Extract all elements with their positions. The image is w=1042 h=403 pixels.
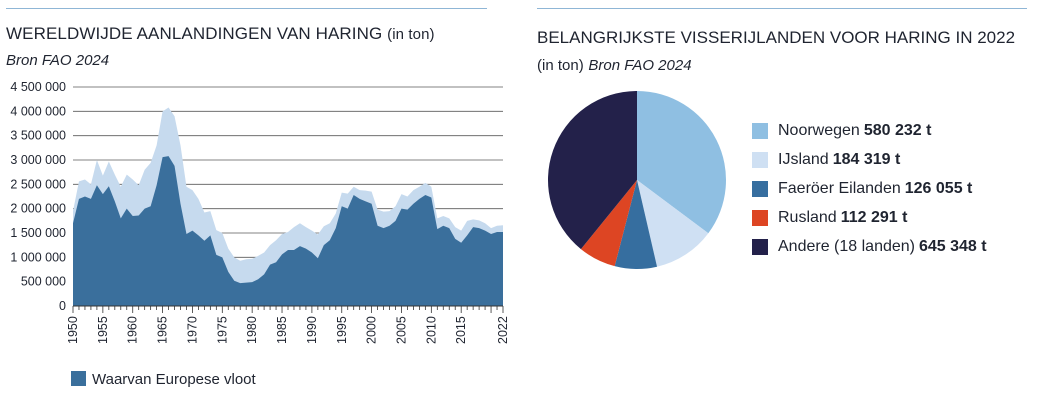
pie-legend-swatch (752, 209, 768, 226)
pie-legend-label: Faeröer Eilanden (778, 179, 901, 197)
y-tick-label: 2 500 000 (10, 177, 66, 191)
pie-legend-label: Noorwegen (778, 121, 860, 139)
pie-chart (547, 91, 727, 270)
legend-label-europe: Waarvan Europese vloot (92, 371, 256, 388)
pie-chart-title-unit: (in ton) (537, 57, 584, 74)
area-chart-title-text: WERELDWIJDE AANLANDINGEN VAN HARING (6, 24, 383, 43)
x-tick-label: 2005 (394, 316, 408, 344)
x-tick-label: 1985 (275, 316, 289, 344)
area-europe (73, 156, 503, 306)
area-chart-legend: Waarvan Europese vloot (71, 371, 256, 388)
area-chart-title-unit: (in ton) (387, 26, 435, 43)
pie-chart-slices (547, 91, 727, 270)
y-tick-label: 2 000 000 (10, 202, 66, 216)
pie-legend-value: 126 055 t (904, 179, 973, 197)
pie-legend-item: Andere (18 landen) 645 348 t (752, 232, 987, 261)
pie-chart-title: BELANGRIJKSTE VISSERIJLANDEN VOOR HARING… (537, 24, 1017, 79)
pie-legend-label: Rusland (778, 208, 837, 226)
pie-slice-noorwegen (637, 91, 727, 234)
pie-slice-rusland (580, 180, 637, 267)
pie-legend-value: 112 291 t (840, 208, 908, 226)
area-chart-title: WERELDWIJDE AANLANDINGEN VAN HARING (in … (6, 24, 435, 44)
pie-legend-swatch (752, 122, 768, 139)
area-chart-y-axis: 4 500 000 4 000 000 3 500 000 3 000 000 2 50… (10, 80, 66, 313)
pie-legend-value: 645 348 t (918, 237, 987, 255)
x-tick-label: 1965 (156, 316, 170, 344)
y-tick-label: 0 (59, 299, 66, 313)
x-tick-label: 1955 (96, 316, 110, 344)
pie-legend-label: Andere (18 landen) (778, 237, 915, 255)
pie-legend-value: 580 232 t (863, 121, 932, 139)
y-tick-label: 4 500 000 (10, 80, 66, 94)
area-chart-x-axis: 1950 1955 1960 1965 1970 1975 1980 1985 1990 1995… (66, 305, 510, 344)
pie-legend-swatch (752, 180, 768, 197)
y-tick-label: 1 500 000 (10, 226, 66, 240)
pie-legend-item: Rusland 112 291 t (752, 203, 987, 232)
x-tick-label: 2000 (365, 316, 379, 344)
pie-slice-faer-er-eilanden (614, 180, 658, 270)
y-tick-label: 500 000 (21, 275, 66, 289)
pie-legend-label: IJsland (778, 150, 829, 168)
pie-legend-value: 184 319 t (832, 150, 901, 168)
legend-swatch-europe (71, 371, 86, 386)
pie-slice-ijsland (637, 180, 709, 267)
area-chart-source: Bron FAO 2024 (6, 52, 110, 69)
top-rule-right (537, 8, 1027, 9)
top-rule-left (6, 8, 487, 9)
x-tick-label: 2015 (454, 316, 468, 344)
pie-chart-source: Bron FAO 2024 (588, 57, 692, 74)
pie-legend-item: Noorwegen 580 232 t (752, 116, 987, 145)
x-tick-label: 2010 (424, 316, 438, 344)
y-tick-label: 3 500 000 (10, 129, 66, 143)
pie-legend-swatch (752, 151, 768, 168)
x-tick-label: 1995 (335, 316, 349, 344)
x-tick-label: 2022 (496, 316, 510, 344)
x-tick-label: 1975 (215, 316, 229, 344)
area-chart: 4 500 000 4 000 000 3 500 000 3 000 000 2 50… (10, 80, 510, 344)
x-tick-label: 1950 (66, 316, 80, 344)
x-tick-label: 1980 (245, 316, 259, 344)
pie-chart-title-text: BELANGRIJKSTE VISSERIJLANDEN VOOR HARING… (537, 28, 1016, 47)
pie-legend-item: Faeröer Eilanden 126 055 t (752, 174, 987, 203)
pie-legend-swatch (752, 238, 768, 255)
pie-chart-legend: Noorwegen 580 232 t IJsland 184 319 t Fa… (752, 116, 987, 261)
x-tick-label: 1970 (185, 316, 199, 344)
pie-slice-andere-18-landen (547, 91, 637, 250)
pie-legend-item: IJsland 184 319 t (752, 145, 987, 174)
x-tick-label: 1960 (126, 316, 140, 344)
area-chart-series (73, 107, 503, 306)
y-tick-label: 4 000 000 (10, 104, 66, 118)
y-tick-label: 3 000 000 (10, 153, 66, 167)
x-tick-label: 1990 (305, 316, 319, 344)
y-tick-label: 1 000 000 (10, 250, 66, 264)
